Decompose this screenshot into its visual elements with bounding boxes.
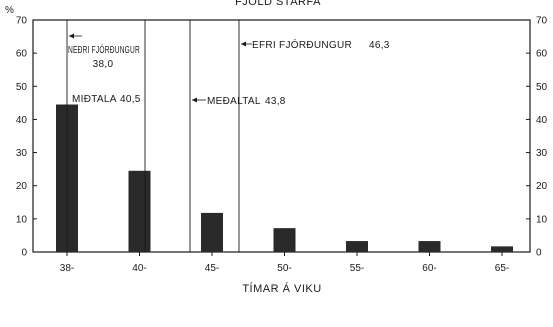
- bar: [491, 246, 513, 252]
- y-tick-left: 10: [16, 214, 28, 225]
- x-tick-label: 38-: [60, 263, 74, 274]
- y-tick-right: 70: [536, 16, 548, 27]
- x-tick-label: 40-: [132, 263, 146, 274]
- reference-lines: [66, 20, 240, 252]
- y-axis-label: %: [5, 5, 14, 16]
- left-y-tick-labels: 0 10 20 30 40 50 60 70: [16, 16, 28, 259]
- upper-quartile-value: 46,3: [369, 40, 390, 51]
- right-y-tick-labels: 0 10 20 30 40 50 60 70: [536, 16, 548, 259]
- y-tick-left: 40: [16, 115, 28, 126]
- x-tick-labels: 38- 40- 45- 50- 55- 60- 65-: [60, 263, 509, 274]
- y-tick-left: 50: [16, 82, 28, 93]
- x-tick-label: 50-: [277, 263, 291, 274]
- annotation-upper-quartile: EFRI FJÓRÐUNGUR 46,3: [241, 38, 390, 51]
- bar: [273, 228, 296, 252]
- lower-quartile-value: 38,0: [93, 59, 114, 70]
- median-label: MIÐTALA: [72, 94, 117, 105]
- y-tick-right: 20: [536, 181, 548, 192]
- y-tick-right: 50: [536, 82, 548, 93]
- x-tick-label: 65-: [495, 263, 509, 274]
- mean-value: 43,8: [265, 96, 286, 107]
- bar: [128, 170, 151, 252]
- y-tick-right: 30: [536, 148, 548, 159]
- lower-quartile-label: NEÐRI FJÓRÐUNGUR: [68, 43, 140, 56]
- upper-quartile-label: EFRI FJÓRÐUNGUR: [252, 38, 352, 51]
- x-axis-label: TÍMAR Á VIKU: [242, 282, 321, 295]
- y-tick-left: 0: [21, 248, 27, 259]
- chart-title: FJÖLD STARFA: [235, 0, 321, 8]
- y-tick-right: 0: [536, 248, 542, 259]
- y-tick-right: 40: [536, 115, 548, 126]
- bar: [418, 241, 441, 252]
- y-tick-marks: [33, 19, 530, 256]
- x-tick-label: 45-: [205, 263, 219, 274]
- bar: [346, 241, 368, 252]
- y-tick-left: 70: [16, 16, 28, 27]
- y-tick-left: 60: [16, 49, 28, 60]
- y-tick-left: 30: [16, 148, 28, 159]
- y-tick-left: 20: [16, 181, 28, 192]
- bar: [201, 212, 223, 252]
- median-value: 40,5: [120, 94, 141, 105]
- x-tick-label: 55-: [350, 263, 364, 274]
- annotation-median: MIÐTALA 40,5: [72, 94, 141, 105]
- annotation-mean: MEÐALTAL 43,8: [192, 96, 286, 107]
- mean-label: MEÐALTAL: [207, 96, 261, 107]
- x-tick-label: 60-: [422, 263, 436, 274]
- annotation-lower-quartile: NEÐRI FJÓRÐUNGUR 38,0: [68, 33, 140, 70]
- y-tick-right: 60: [536, 49, 548, 60]
- bars: [56, 104, 513, 252]
- y-tick-right: 10: [536, 214, 548, 225]
